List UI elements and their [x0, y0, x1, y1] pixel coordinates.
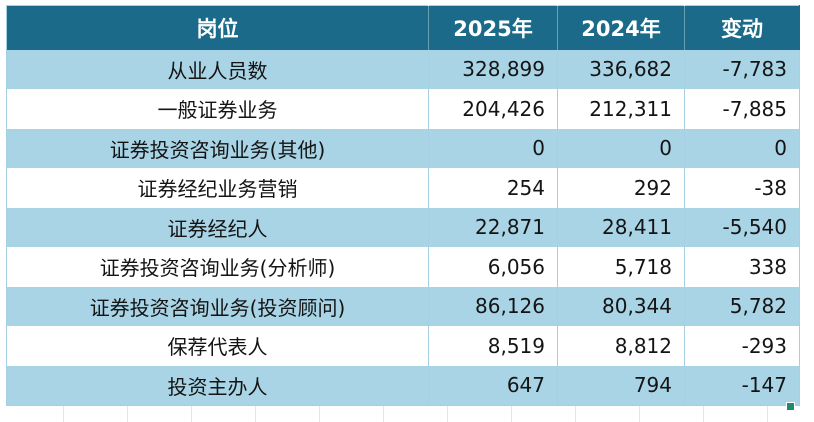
cell-change[interactable]: -7,885 [684, 89, 800, 129]
cell-2025[interactable]: 647 [428, 365, 558, 405]
header-year-2025[interactable]: 2025年 [428, 5, 558, 50]
table-row: 证券经纪人 22,871 28,411 -5,540 [6, 207, 800, 247]
cell-position[interactable]: 一般证券业务 [6, 89, 429, 129]
cell-position[interactable]: 保荐代表人 [6, 326, 429, 366]
cell-2025[interactable]: 328,899 [428, 49, 558, 89]
table-row: 证券投资咨询业务(分析师) 6,056 5,718 338 [6, 247, 800, 287]
cell-2025[interactable]: 22,871 [428, 207, 558, 247]
cell-change[interactable]: -38 [684, 168, 800, 208]
selection-fill-handle[interactable] [786, 402, 795, 411]
table-row: 保荐代表人 8,519 8,812 -293 [6, 326, 800, 366]
table-row: 一般证券业务 204,426 212,311 -7,885 [6, 89, 800, 129]
cell-2024[interactable]: 0 [557, 128, 685, 168]
cell-change[interactable]: 0 [684, 128, 800, 168]
cell-2025[interactable]: 204,426 [428, 89, 558, 129]
cell-position[interactable]: 投资主办人 [6, 365, 429, 405]
cell-2025[interactable]: 8,519 [428, 326, 558, 366]
table-row: 从业人员数 328,899 336,682 -7,783 [6, 49, 800, 89]
cell-change[interactable]: 338 [684, 247, 800, 287]
header-year-2024[interactable]: 2024年 [557, 5, 685, 50]
cell-2024[interactable]: 5,718 [557, 247, 685, 287]
cell-2024[interactable]: 80,344 [557, 286, 685, 326]
cell-change[interactable]: -5,540 [684, 207, 800, 247]
cell-2024[interactable]: 794 [557, 365, 685, 405]
cell-position[interactable]: 证券经纪人 [6, 207, 429, 247]
cell-2025[interactable]: 6,056 [428, 247, 558, 287]
cell-position[interactable]: 证券经纪业务营销 [6, 168, 429, 208]
cell-2024[interactable]: 212,311 [557, 89, 685, 129]
cell-change[interactable]: -293 [684, 326, 800, 366]
cell-2024[interactable]: 8,812 [557, 326, 685, 366]
cell-2025[interactable]: 254 [428, 168, 558, 208]
cell-2024[interactable]: 292 [557, 168, 685, 208]
table-row: 证券投资咨询业务(投资顾问) 86,126 80,344 5,782 [6, 286, 800, 326]
employment-stats-table: 岗位 2025年 2024年 变动 从业人员数 328,899 336,682 … [6, 5, 800, 406]
cell-2025[interactable]: 0 [428, 128, 558, 168]
cell-position[interactable]: 证券投资咨询业务(投资顾问) [6, 286, 429, 326]
cell-2025[interactable]: 86,126 [428, 286, 558, 326]
table-row: 证券经纪业务营销 254 292 -38 [6, 168, 800, 208]
spreadsheet-gridlines [0, 406, 814, 422]
cell-position[interactable]: 证券投资咨询业务(分析师) [6, 247, 429, 287]
table-header-row: 岗位 2025年 2024年 变动 [6, 5, 800, 50]
header-change[interactable]: 变动 [684, 5, 800, 50]
cell-position[interactable]: 从业人员数 [6, 49, 429, 89]
header-position[interactable]: 岗位 [6, 5, 429, 50]
cell-2024[interactable]: 28,411 [557, 207, 685, 247]
table-row: 投资主办人 647 794 -147 [6, 365, 800, 405]
cell-position[interactable]: 证券投资咨询业务(其他) [6, 128, 429, 168]
table-row: 证券投资咨询业务(其他) 0 0 0 [6, 128, 800, 168]
cell-change[interactable]: -147 [684, 365, 800, 405]
cell-2024[interactable]: 336,682 [557, 49, 685, 89]
cell-change[interactable]: 5,782 [684, 286, 800, 326]
cell-change[interactable]: -7,783 [684, 49, 800, 89]
